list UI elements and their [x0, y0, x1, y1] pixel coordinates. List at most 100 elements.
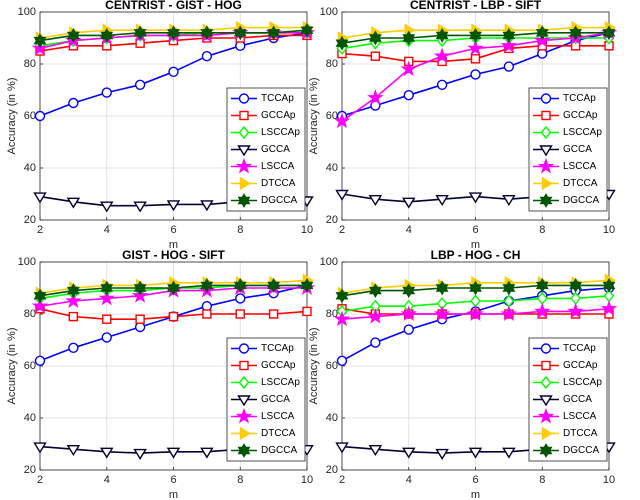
x-tick-label: 2 [339, 224, 345, 236]
marker [367, 89, 384, 105]
legend-label: DTCCA [261, 428, 296, 439]
marker [402, 197, 416, 209]
marker [368, 283, 382, 298]
marker [502, 28, 516, 43]
legend: TCCAp GCCAp LSCCAp GCCA LSCCA DTCCA DGCCA [528, 87, 608, 212]
marker [300, 278, 314, 293]
marker [537, 157, 555, 174]
marker [134, 79, 146, 91]
chart-title: CENTRIST - GIST - HOG [105, 0, 242, 12]
legend-label: LSCCA [563, 411, 597, 422]
legend-label: DTCCA [563, 178, 598, 189]
marker [335, 189, 349, 201]
marker [540, 125, 552, 140]
marker [98, 289, 115, 306]
marker [66, 445, 81, 457]
marker [235, 293, 246, 304]
x-tick-label: 10 [603, 224, 615, 236]
marker [200, 447, 214, 459]
marker [502, 447, 516, 459]
marker [268, 309, 279, 319]
marker [267, 25, 281, 41]
marker [200, 278, 214, 293]
y-tick-label: 80 [24, 308, 36, 320]
marker [239, 176, 251, 191]
legend-label: TCCAp [563, 343, 596, 354]
marker [65, 292, 82, 308]
marker [400, 60, 417, 77]
marker [238, 125, 250, 140]
legend-label: DGCCA [261, 445, 297, 456]
legend-label: GCCA [261, 144, 290, 155]
x-axis-label: m [169, 489, 178, 500]
marker [238, 375, 250, 390]
marker [34, 110, 46, 122]
marker [68, 311, 79, 322]
marker [540, 93, 552, 104]
marker [467, 305, 484, 321]
marker [433, 47, 451, 64]
marker [100, 201, 114, 213]
marker [539, 395, 553, 407]
marker [166, 200, 181, 212]
y-tick-label: 40 [326, 412, 338, 424]
marker [101, 332, 112, 343]
x-tick-label: 6 [472, 224, 478, 236]
marker [370, 51, 381, 61]
legend-label: GCCA [563, 394, 592, 405]
marker [370, 337, 381, 348]
legend-label: GCCAp [563, 360, 598, 371]
x-tick-label: 4 [104, 474, 110, 486]
marker [167, 25, 180, 41]
legend-label: DGCCA [563, 445, 599, 456]
legend: TCCAp GCCAp LSCCAp GCCA LSCCA DTCCA DGCCA [226, 87, 306, 212]
marker [167, 280, 180, 296]
marker [66, 197, 81, 209]
y-tick-label: 20 [326, 464, 338, 476]
marker [467, 39, 484, 56]
marker [534, 302, 551, 319]
marker [233, 25, 247, 41]
legend: TCCAp GCCAp LSCCAp GCCA LSCCA DTCCA DGCCA [528, 337, 608, 462]
legend: TCCAp GCCAp LSCCAp GCCA LSCCA DTCCA DGCCA [226, 337, 306, 462]
marker [100, 447, 114, 459]
marker [33, 33, 47, 48]
marker [403, 89, 414, 101]
chart-title: CENTRIST - LBP - SIFT [410, 0, 542, 12]
legend-label: DTCCA [261, 178, 296, 189]
marker [267, 278, 281, 293]
marker [102, 314, 112, 324]
x-axis-label: m [471, 489, 480, 500]
chart-title: GIST - HOG - SIFT [122, 248, 225, 262]
legend-label: GCCA [261, 394, 290, 405]
marker [500, 37, 518, 53]
marker [33, 192, 47, 204]
marker [535, 25, 549, 41]
marker [435, 194, 449, 207]
x-tick-label: 4 [104, 224, 110, 236]
marker [435, 280, 449, 296]
marker [300, 22, 314, 38]
marker [101, 87, 112, 98]
legend-label: GCCAp [261, 110, 296, 121]
legend-label: GCCAp [261, 360, 296, 371]
legend-label: LSCCAp [563, 127, 602, 138]
marker [502, 194, 516, 207]
legend-label: LSCCA [261, 411, 295, 422]
marker [68, 342, 79, 353]
y-tick-label: 100 [320, 6, 338, 18]
marker [468, 447, 483, 459]
y-axis-label: Accuracy (in %) [6, 327, 18, 404]
marker [368, 194, 383, 207]
marker [436, 79, 448, 91]
marker [135, 314, 145, 324]
x-tick-label: 2 [37, 224, 43, 236]
legend-label: DTCCA [563, 428, 598, 439]
marker [503, 61, 515, 72]
marker [68, 97, 79, 109]
marker [200, 25, 214, 41]
y-tick-label: 40 [24, 162, 36, 174]
marker [469, 280, 482, 296]
legend-label: GCCA [563, 144, 592, 155]
